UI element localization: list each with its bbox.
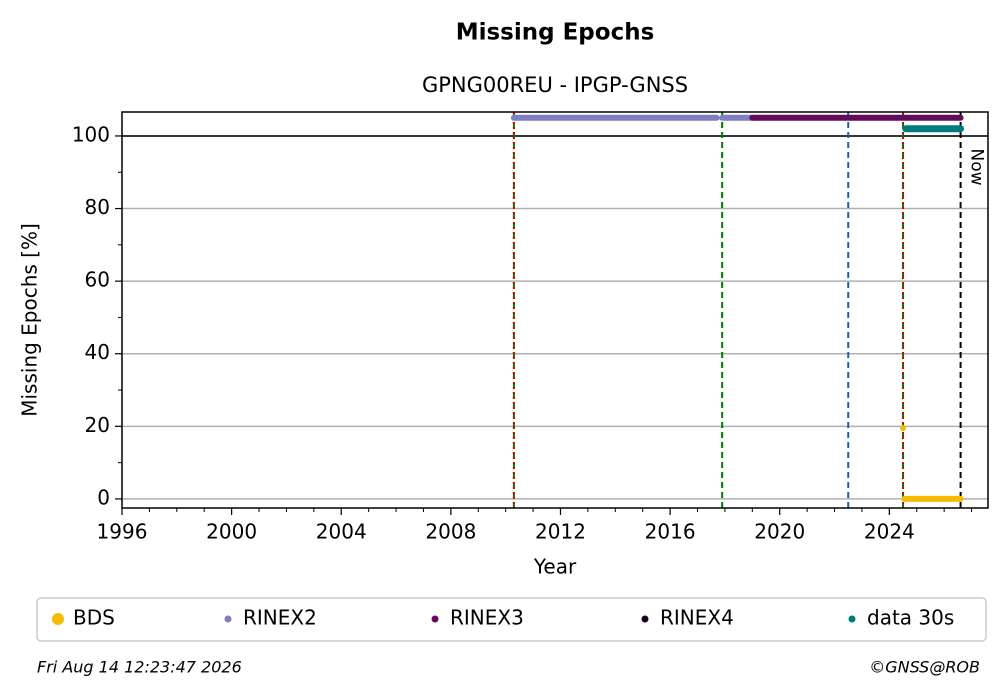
x-tick-label: 2008: [425, 520, 476, 544]
x-tick-label: 2020: [754, 520, 805, 544]
x-tick-label: 2004: [316, 520, 367, 544]
y-axis-label: Missing Epochs [%]: [18, 223, 42, 417]
legend-marker: [52, 613, 64, 625]
plot-frame: [121, 111, 989, 509]
y-tick-label: 80: [85, 195, 110, 219]
y-tick-label: 20: [85, 413, 110, 437]
x-tick-label: 2000: [206, 520, 257, 544]
series-line: [900, 425, 964, 502]
legend-marker: [641, 615, 649, 623]
chart-title: Missing Epochs: [456, 20, 655, 46]
legend-marker: [848, 615, 856, 623]
legend-label: BDS: [73, 606, 115, 630]
footer-date: Fri Aug 14 12:23:47 2026: [37, 658, 242, 677]
y-tick-label: 60: [85, 268, 110, 292]
legend-label: RINEX4: [660, 606, 734, 630]
legend-label: RINEX2: [243, 606, 317, 630]
legend-label: RINEX3: [450, 606, 524, 630]
x-tick-label: 1996: [97, 520, 148, 544]
legend-marker: [224, 615, 232, 623]
footer-credit: ©GNSS@ROB: [869, 658, 980, 677]
y-tick-label: 40: [85, 340, 110, 364]
legend-label: data 30s: [867, 606, 954, 630]
x-axis-label: Year: [533, 555, 577, 579]
event-label: Now: [967, 148, 987, 185]
y-tick-label: 0: [97, 485, 110, 509]
x-tick-label: 2012: [535, 520, 586, 544]
legend-marker: [431, 615, 439, 623]
x-tick-label: 2016: [645, 520, 696, 544]
chart-subtitle: GPNG00REU - IPGP-GNSS: [422, 73, 688, 97]
x-tick-label: 2024: [864, 520, 915, 544]
y-tick-label: 100: [72, 122, 110, 146]
legend-box: [36, 597, 987, 642]
